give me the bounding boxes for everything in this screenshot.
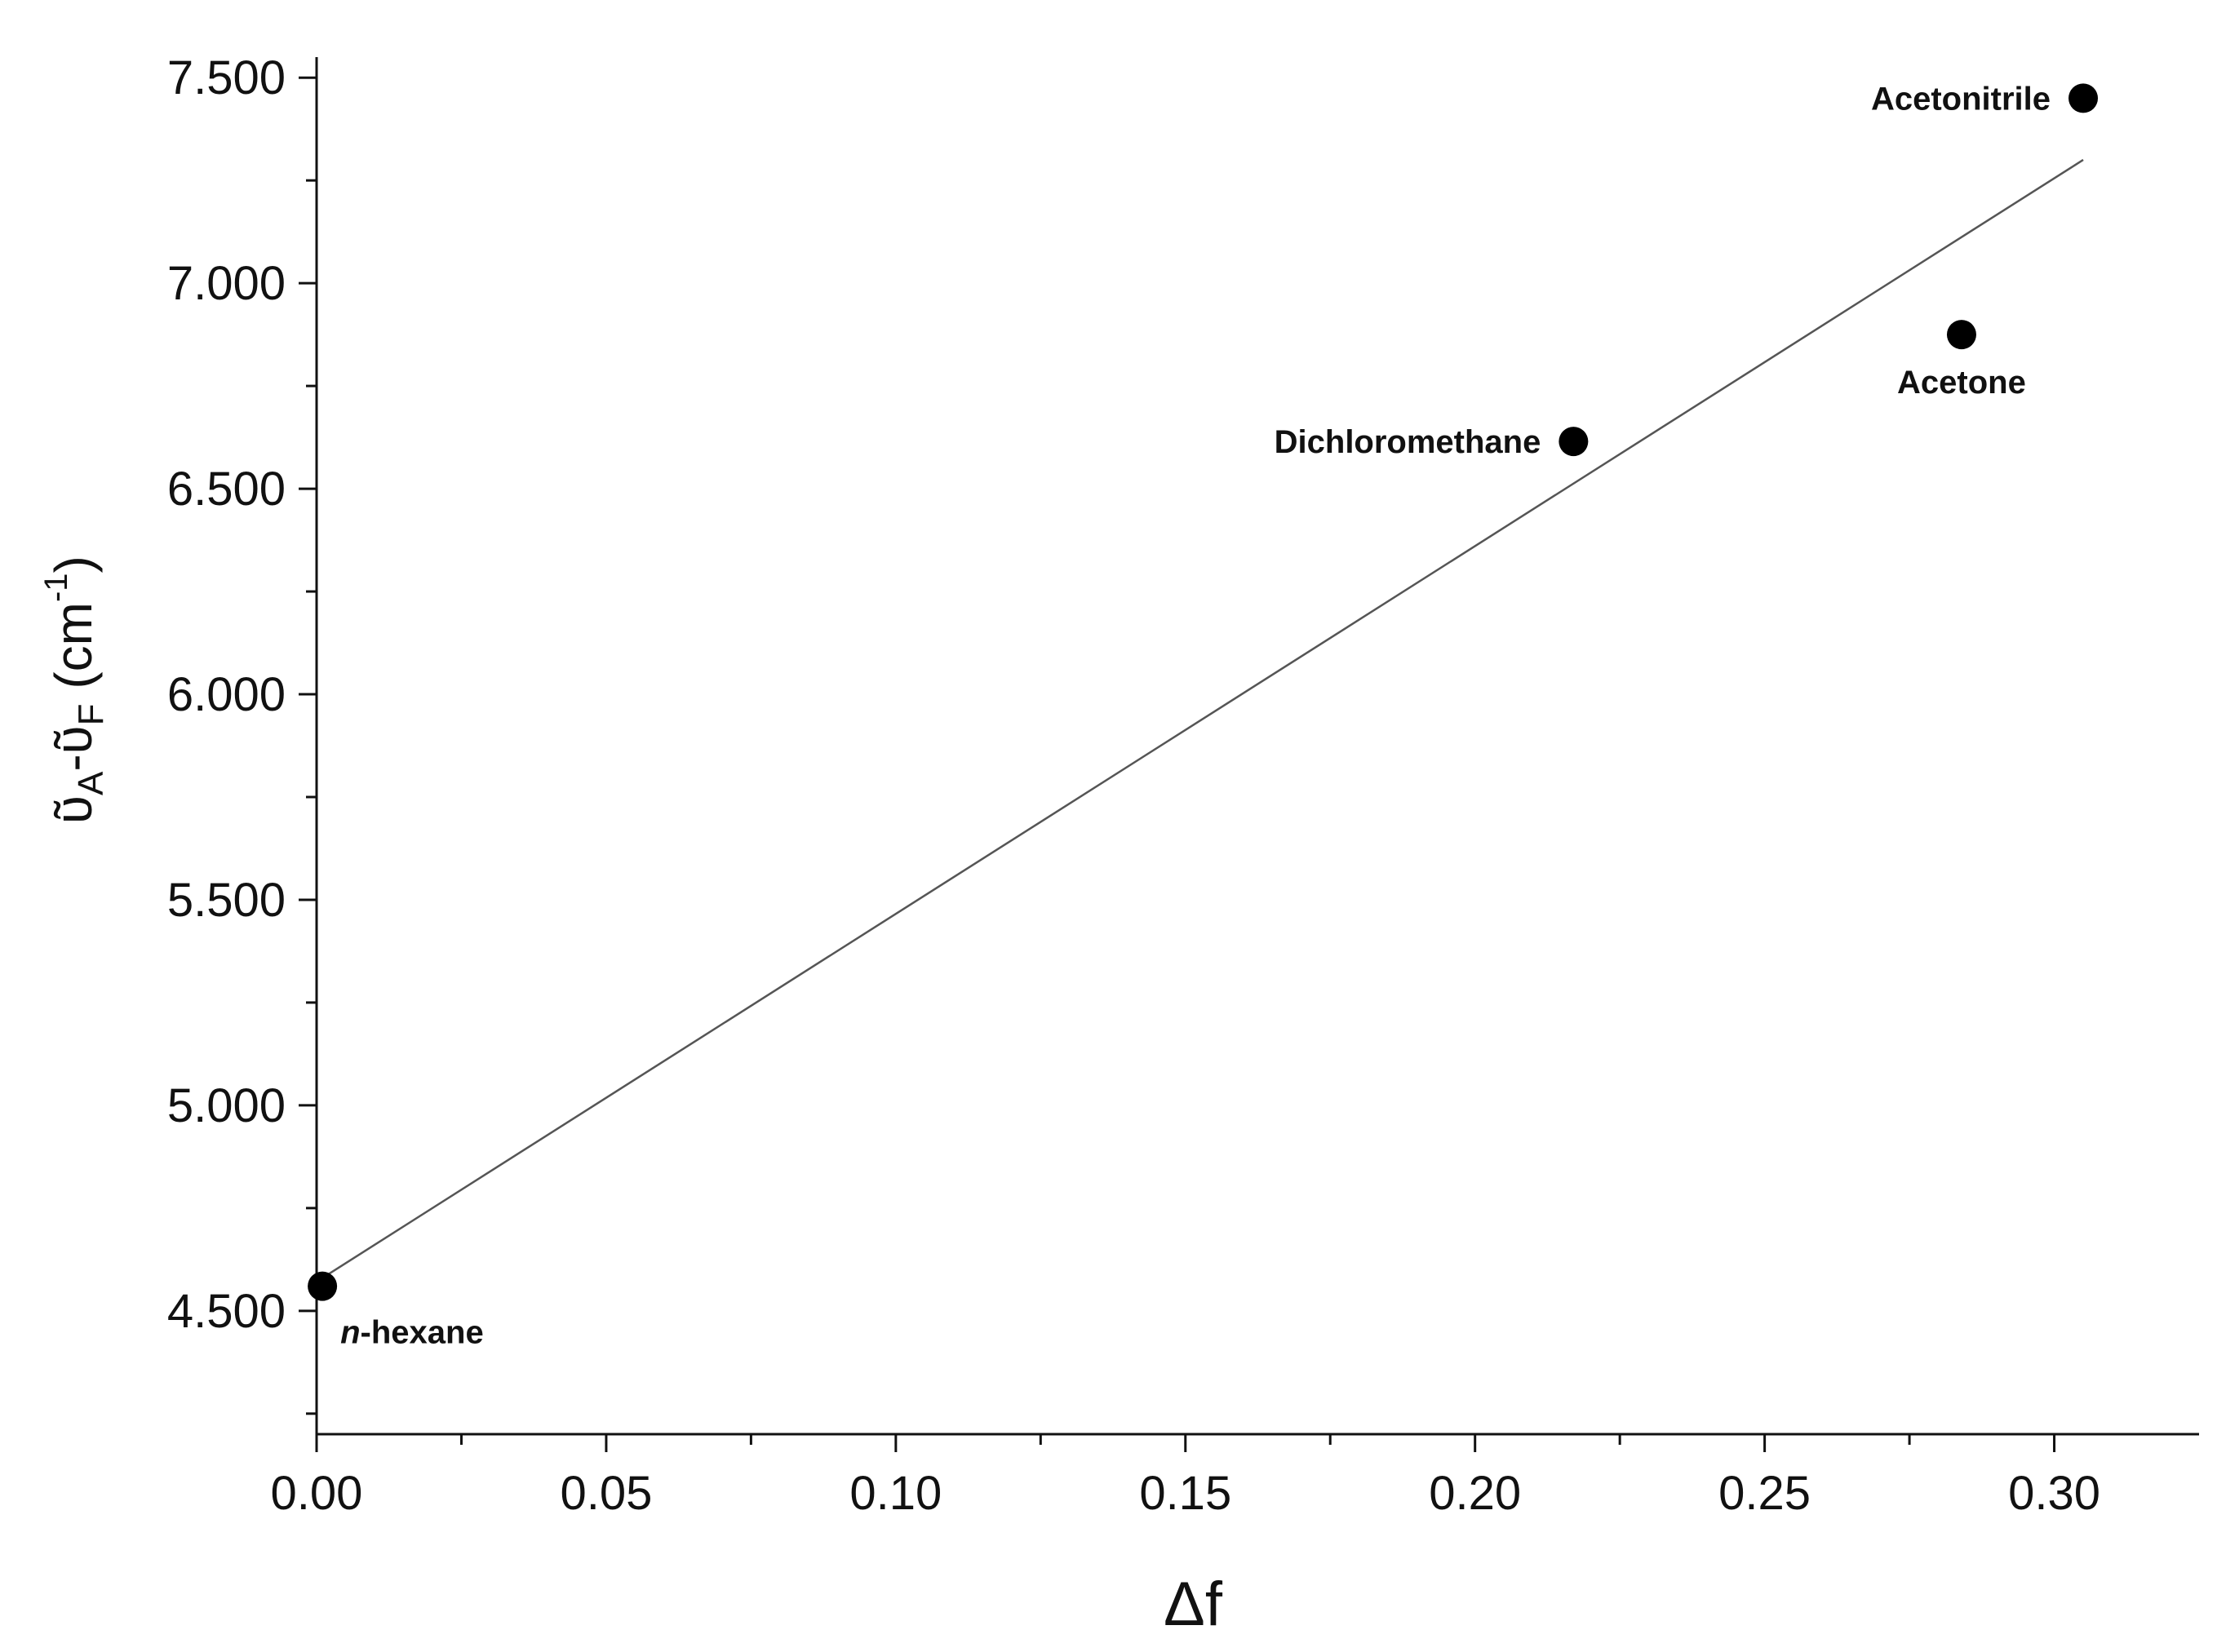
fit-line-group — [321, 158, 2084, 1279]
x-axis-title: Δf — [1164, 1570, 1223, 1639]
y-tick-label: 6.000 — [167, 668, 286, 721]
y-axis-nu-a: ῦ — [44, 795, 103, 824]
data-points — [308, 83, 2099, 1301]
x-tick-label: 0.25 — [1718, 1467, 1811, 1520]
fit-line — [321, 158, 2084, 1279]
y-tick-label: 4.500 — [167, 1285, 286, 1338]
point-label: Acetonitrile — [1871, 81, 2051, 117]
y-axis-sub-f: F — [71, 703, 111, 725]
x-tick-label: 0.30 — [2008, 1467, 2100, 1520]
x-tick-label: 0.05 — [560, 1467, 652, 1520]
y-tick-label: 6.500 — [167, 463, 286, 516]
point-label: n-hexane — [340, 1315, 484, 1351]
x-tick-label: 0.10 — [849, 1467, 942, 1520]
y-axis-nu-f: ῦ — [44, 725, 103, 754]
y-tick-label: 7.000 — [167, 257, 286, 310]
point-labels: n-hexane Dichloromethane Acetone Acetonitri… — [340, 81, 2051, 1350]
y-tick-label: 5.000 — [167, 1079, 286, 1132]
ticks — [299, 76, 2056, 1452]
x-tick-label: 0.00 — [271, 1467, 363, 1520]
axes — [315, 57, 2199, 1436]
y-tick-label: 5.500 — [167, 874, 286, 927]
y-axis-unit-close: ) — [44, 556, 103, 573]
y-tick-label: 7.500 — [167, 51, 286, 104]
point-label-rest: -hexane — [361, 1315, 484, 1351]
data-point — [1946, 320, 1976, 350]
point-label: Dichloromethane — [1275, 424, 1541, 460]
y-axis-unit-sup: -1 — [38, 573, 74, 602]
y-axis-title: ῦA-ῦF (cm-1) — [38, 556, 111, 824]
tick-labels: 0.00 0.05 0.10 0.15 0.20 0.25 0.30 4.500 5.000 5.… — [167, 51, 2100, 1520]
data-point — [308, 1271, 338, 1301]
x-tick-label: 0.20 — [1429, 1467, 1521, 1520]
point-label: Acetone — [1897, 365, 2026, 401]
y-axis-unit-open: (cm — [44, 602, 103, 703]
data-point — [1559, 427, 1589, 457]
y-axis-dash: - — [44, 754, 103, 771]
x-tick-label: 0.15 — [1139, 1467, 1231, 1520]
point-label-italic: n — [340, 1315, 360, 1351]
data-point — [2068, 83, 2099, 113]
y-axis-sub-a: A — [71, 771, 111, 795]
